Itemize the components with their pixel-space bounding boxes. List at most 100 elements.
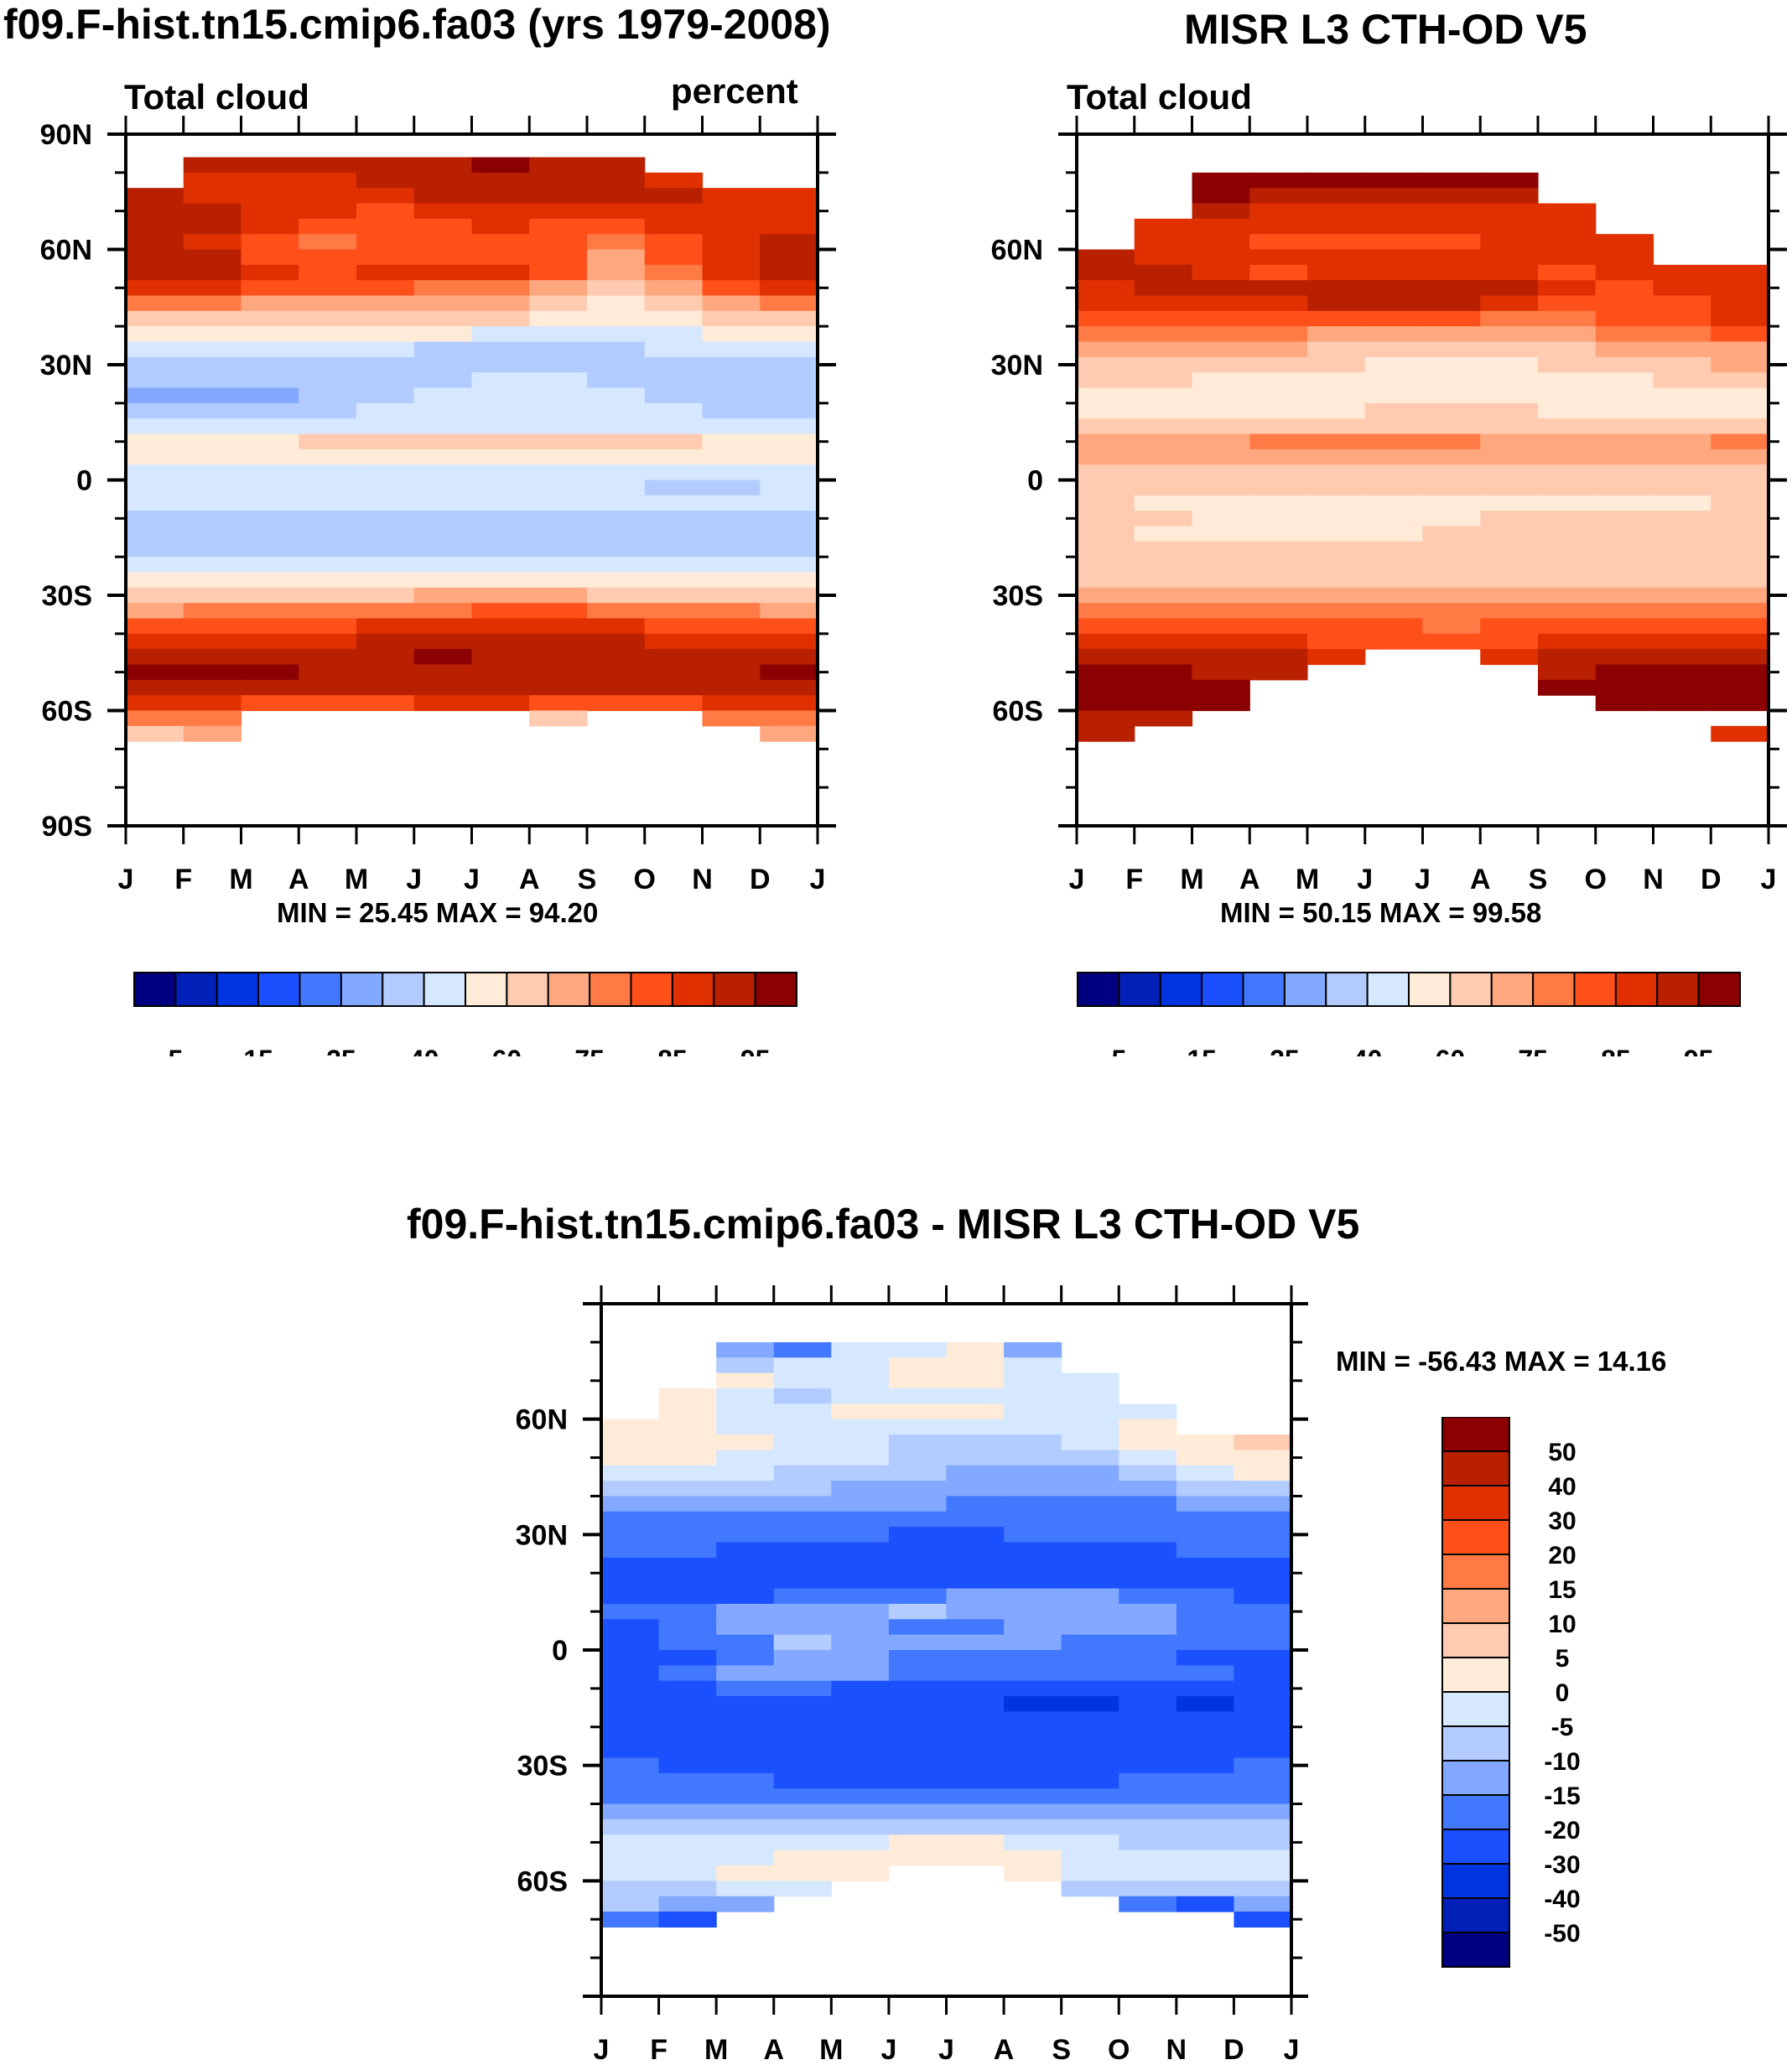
contour-cell (1004, 1388, 1062, 1404)
contour-cell (831, 1481, 890, 1497)
contour-cell (1422, 480, 1481, 496)
contour-cell (658, 1465, 717, 1481)
contour-cell (888, 1696, 948, 1713)
contour-cell (183, 557, 242, 573)
contour-cell (1653, 356, 1711, 373)
contour-cell (1234, 1603, 1292, 1620)
contour-cell (1249, 188, 1308, 205)
contour-cell (888, 1403, 948, 1420)
contour-cell (716, 1372, 775, 1389)
contour-cell (1192, 234, 1250, 251)
contour-cell (299, 203, 357, 220)
colorbar-box (1441, 1863, 1510, 1899)
contour-cell (1307, 649, 1366, 666)
contour-cell (1711, 664, 1769, 681)
contour-cell (1077, 264, 1135, 281)
contour-cell (1653, 557, 1711, 573)
contour-cell (126, 234, 184, 251)
contour-cell (601, 1788, 660, 1805)
contour-cell (1004, 1803, 1062, 1820)
contour-cell (299, 511, 357, 527)
contour-cell (1234, 1834, 1292, 1851)
contour-cell (1422, 418, 1481, 435)
contour-cell (126, 402, 184, 419)
contour-cell (1119, 1511, 1177, 1528)
colorbar-label: 10 (1548, 1611, 1576, 1638)
contour-cell (413, 695, 473, 712)
contour-cell (716, 1742, 775, 1759)
contour-cell (299, 664, 357, 681)
contour-cell (471, 203, 530, 220)
contour-cell (644, 402, 704, 419)
contour-cell (299, 387, 357, 404)
contour-cell (1595, 603, 1654, 620)
contour-cell (888, 1634, 948, 1651)
contour-cell (241, 402, 299, 419)
contour-cell (601, 1603, 660, 1620)
contour-cell (529, 649, 588, 666)
contour-cell (702, 695, 761, 712)
contour-cell (1004, 1465, 1062, 1481)
contour-cell (241, 695, 299, 712)
contour-cell (1711, 557, 1769, 573)
contour-cell (356, 157, 415, 174)
contour-cell (1422, 326, 1481, 343)
contour-cell (1653, 526, 1711, 542)
contour-cell (1192, 326, 1250, 343)
contour-cell (644, 203, 704, 220)
contour-cell (299, 188, 357, 205)
contour-cell (413, 295, 473, 312)
contour-cell (1077, 295, 1135, 312)
contour-cell (183, 449, 242, 465)
contour-cell (773, 1834, 832, 1851)
contour-cell (1004, 1557, 1062, 1574)
contour-cell (1364, 234, 1424, 251)
contour-cell (1595, 387, 1654, 404)
contour-cell (1176, 1803, 1235, 1820)
contour-cell (126, 664, 184, 681)
contour-cell (1653, 572, 1711, 589)
contour-cell (471, 526, 530, 542)
contour-cell (1249, 372, 1308, 389)
contour-cell (299, 418, 357, 435)
contour-cell (1077, 618, 1135, 635)
contour-cell (183, 249, 242, 266)
contour-cell (529, 695, 588, 712)
x-tick-label: A (519, 864, 540, 895)
contour-cell (1176, 1588, 1235, 1605)
colorbar-label: 60 (492, 1045, 522, 1056)
contour-cell (1119, 1650, 1177, 1666)
x-tick-label: M (345, 864, 368, 895)
contour-cell (1192, 480, 1250, 496)
contour-cell (644, 633, 704, 650)
contour-cell (1176, 1542, 1235, 1559)
contour-cell (831, 1819, 890, 1835)
x-tick-label: D (1701, 864, 1722, 895)
contour-cell (1249, 418, 1308, 435)
contour-cell (1538, 572, 1597, 589)
contour-cell (183, 526, 242, 542)
contour-cell (1307, 249, 1366, 266)
contour-cell (1364, 587, 1424, 604)
contour-cell (644, 603, 704, 620)
colorbar-box (1325, 972, 1369, 1007)
contour-cell (888, 1665, 948, 1682)
contour-cell (601, 1465, 660, 1481)
contour-cell (658, 1711, 717, 1728)
contour-cell (1077, 280, 1135, 297)
contour-cell (1004, 1357, 1062, 1374)
contour-cell (471, 449, 530, 465)
contour-cell (471, 511, 530, 527)
contour-cell (1134, 557, 1193, 573)
contour-cell (1538, 618, 1597, 635)
y-tick-label: 30N (516, 1519, 568, 1551)
contour-cell (716, 1834, 775, 1851)
contour-cell (1004, 1419, 1062, 1435)
contour-cell (1249, 649, 1308, 666)
contour-cell (356, 372, 415, 389)
contour-cell (888, 1527, 948, 1544)
contour-cell (126, 587, 184, 604)
contour-cell (471, 603, 530, 620)
contour-cell (1077, 449, 1135, 465)
contour-cell (1234, 1634, 1292, 1651)
